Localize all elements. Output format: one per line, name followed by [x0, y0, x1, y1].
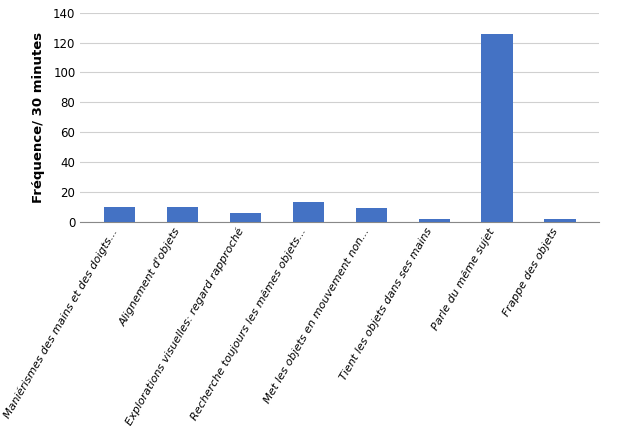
- Bar: [418, 219, 450, 222]
- Bar: [293, 202, 324, 222]
- Bar: [167, 207, 198, 222]
- Bar: [544, 219, 576, 222]
- Bar: [481, 34, 513, 222]
- Y-axis label: Fréquence/ 30 minutes: Fréquence/ 30 minutes: [32, 32, 44, 203]
- Bar: [355, 208, 387, 222]
- Bar: [104, 207, 135, 222]
- Bar: [230, 213, 261, 222]
